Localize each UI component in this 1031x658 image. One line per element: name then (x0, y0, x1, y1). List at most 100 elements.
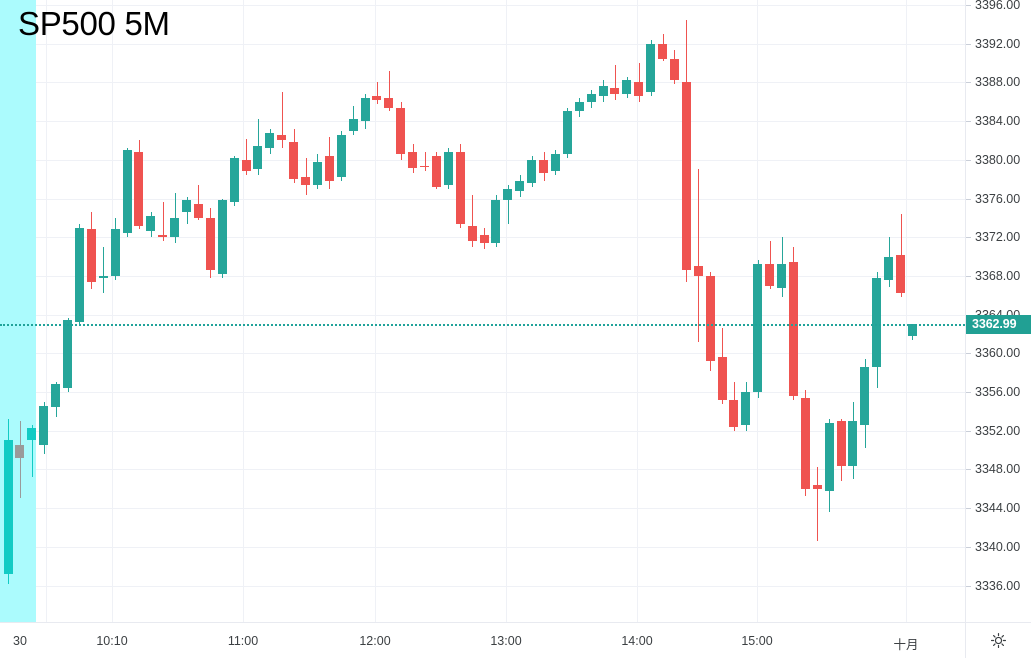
grid-line-horizontal (0, 121, 965, 122)
price-axis-label: 3376.00 (975, 191, 1021, 206)
candle-wick (32, 424, 33, 478)
candle-body (420, 165, 429, 168)
grid-line-vertical (506, 0, 507, 622)
grid-line-horizontal (0, 315, 965, 316)
grid-line-horizontal (0, 508, 965, 509)
candle-body (27, 427, 36, 441)
current-price-line (0, 324, 965, 327)
price-axis-label: 3348.00 (975, 462, 1021, 477)
price-axis-tick (966, 276, 971, 277)
price-axis-label: 3384.00 (975, 114, 1021, 129)
candle-body (111, 229, 120, 276)
candle-body (349, 119, 358, 131)
candle-wick (198, 184, 199, 220)
candle-body (896, 254, 905, 294)
price-axis-tick (966, 160, 971, 161)
price-axis-tick (966, 82, 971, 83)
grid-line-horizontal (0, 469, 965, 470)
candle-body (123, 150, 132, 234)
candle-body (158, 235, 167, 238)
time-axis-label: 十月 (893, 638, 919, 652)
candle-body (587, 94, 596, 102)
candle-body (39, 405, 48, 446)
price-axis-tick (966, 469, 971, 470)
candle-body (741, 392, 750, 425)
price-axis-label: 3360.00 (975, 346, 1021, 361)
time-axis-label: 30 (13, 634, 27, 648)
grid-line-horizontal (0, 353, 965, 354)
candle-body (503, 188, 512, 201)
candle-body (337, 134, 346, 178)
candle-wick (246, 138, 247, 176)
candle-body (575, 101, 584, 112)
candle-body (718, 357, 727, 400)
candle-body (670, 59, 679, 81)
candle-body (301, 177, 310, 185)
grid-line-vertical (112, 0, 113, 622)
candle-body (218, 200, 227, 274)
grid-line-vertical (637, 0, 638, 622)
price-axis-tick (966, 586, 971, 587)
candle-body (777, 264, 786, 288)
candle-body (265, 132, 274, 149)
grid-line-horizontal (0, 199, 965, 200)
price-axis-label: 3352.00 (975, 423, 1021, 438)
time-axis-label: 10:10 (96, 634, 128, 648)
gear-icon[interactable] (990, 632, 1007, 649)
grid-line-horizontal (0, 586, 965, 587)
candle-body (456, 152, 465, 224)
candle-body (622, 80, 631, 94)
candle-wick (425, 152, 426, 172)
grid-line-horizontal (0, 547, 965, 548)
candle-body (765, 264, 774, 286)
candle-body (182, 200, 191, 213)
price-axis-tick (966, 547, 971, 548)
current-price-badge: 3362.99 (966, 314, 1031, 334)
price-axis-label: 3392.00 (975, 36, 1021, 51)
candle-wick (472, 194, 473, 247)
candle-body (468, 225, 477, 242)
candle-body (599, 86, 608, 96)
candle-body (51, 384, 60, 408)
candle-body (813, 484, 822, 489)
candle-body (4, 440, 13, 574)
time-axis-label: 13:00 (490, 634, 522, 648)
candle-body (146, 215, 155, 232)
candle-body (15, 445, 24, 458)
candle-wick (508, 184, 509, 224)
candle-body (242, 159, 251, 172)
price-axis-label: 3380.00 (975, 152, 1021, 167)
grid-line-horizontal (0, 276, 965, 277)
price-axis-label: 3336.00 (975, 578, 1021, 593)
candle-body (646, 43, 655, 93)
candle-body (396, 107, 405, 154)
chart-plot-area[interactable] (0, 0, 965, 622)
grid-line-horizontal (0, 392, 965, 393)
price-axis[interactable]: 3396.00 3392.00 3388.00 3384.00 3380.00 3376.… (965, 0, 1031, 622)
candle-body (372, 95, 381, 100)
candle-body (884, 256, 893, 280)
candle-body (230, 157, 239, 203)
candle-wick (175, 192, 176, 243)
candle-wick (163, 202, 164, 242)
candle-body (610, 88, 619, 94)
candle-body (825, 422, 834, 491)
candle-wick (698, 169, 699, 342)
price-axis-tick (966, 392, 971, 393)
price-axis-label: 3372.00 (975, 230, 1021, 245)
time-axis[interactable]: 30 10:10 11:00 12:00 13:00 14:00 15:00 十月 (0, 622, 965, 658)
candle-body (325, 155, 334, 182)
candle-body (432, 155, 441, 187)
price-axis-label: 3344.00 (975, 501, 1021, 516)
candle-wick (817, 467, 818, 541)
grid-line-horizontal (0, 431, 965, 432)
grid-line-horizontal (0, 160, 965, 161)
time-axis-label: 11:00 (227, 634, 259, 648)
price-axis-tick (966, 199, 971, 200)
grid-line-vertical (906, 0, 907, 622)
candle-body (658, 43, 667, 60)
grid-line-vertical (375, 0, 376, 622)
grid-line-vertical (243, 0, 244, 622)
candle-body (527, 159, 536, 184)
price-axis-tick (966, 508, 971, 509)
